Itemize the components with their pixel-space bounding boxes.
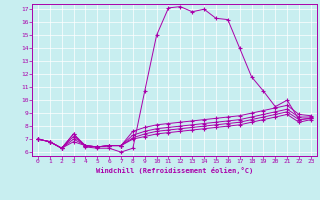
X-axis label: Windchill (Refroidissement éolien,°C): Windchill (Refroidissement éolien,°C) bbox=[96, 167, 253, 174]
